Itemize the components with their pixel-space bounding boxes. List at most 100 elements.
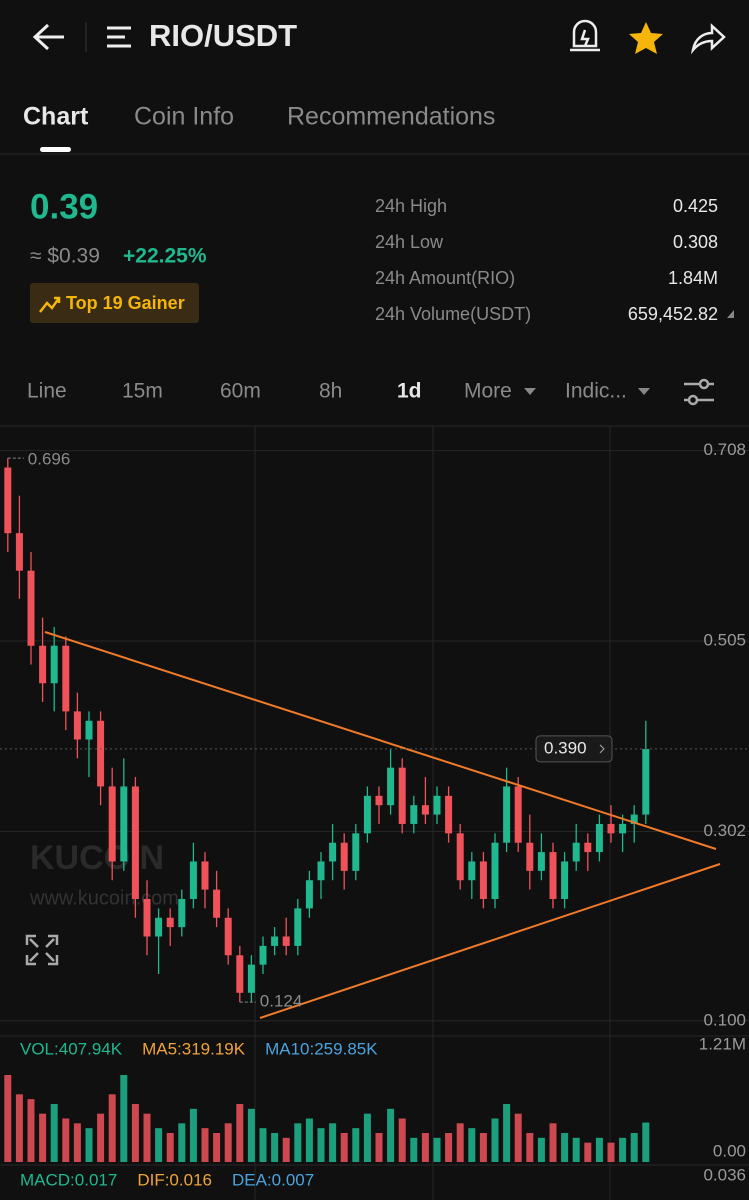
volume-bar xyxy=(201,1128,209,1162)
candle-body xyxy=(247,964,255,993)
volume-bar xyxy=(572,1137,580,1162)
candle-body xyxy=(259,945,267,965)
interval-option[interactable]: 60m xyxy=(220,380,261,403)
candle-body xyxy=(387,767,395,806)
dropdown-arrow xyxy=(524,388,536,395)
candle-body xyxy=(607,823,615,834)
vertical-grid xyxy=(0,426,749,1200)
last-price-pill xyxy=(535,735,613,763)
stat-value: 0.308 xyxy=(673,232,718,252)
candle-body xyxy=(120,786,128,862)
badge-text: Top 19 Gainer xyxy=(66,293,185,313)
volume-bar xyxy=(213,1132,221,1162)
y-tick-label: 0.302 xyxy=(703,821,746,840)
volume-bar xyxy=(549,1123,557,1162)
candle-body xyxy=(352,833,360,871)
volume-bar xyxy=(468,1128,476,1162)
tab[interactable]: Coin Info xyxy=(134,103,234,131)
candle-body xyxy=(526,842,534,871)
volume-bar xyxy=(363,1113,371,1162)
volume-bar xyxy=(561,1132,569,1162)
candle-body xyxy=(108,786,116,862)
candle-body xyxy=(143,898,151,937)
candle-body xyxy=(317,861,325,881)
trend-lines xyxy=(44,631,721,1019)
share-icon[interactable] xyxy=(691,23,726,55)
y-tick-label: 0.505 xyxy=(703,631,746,650)
candle-body xyxy=(62,645,70,712)
volume-bar xyxy=(410,1137,418,1162)
y-tick-label: 0.708 xyxy=(703,440,746,459)
volume-bar xyxy=(619,1137,627,1162)
volume-bar xyxy=(433,1137,441,1162)
pair-title: RIO/USDT xyxy=(149,18,297,53)
price-change: +22.25% xyxy=(123,245,207,268)
volume-bar xyxy=(375,1132,383,1162)
candle-body xyxy=(421,805,429,815)
macd-label: MACD:0.017 xyxy=(20,1170,117,1189)
candle-body xyxy=(73,711,81,740)
candle-body xyxy=(642,748,650,815)
volume-bar xyxy=(189,1108,197,1162)
favorite-star[interactable] xyxy=(629,22,663,54)
badge xyxy=(30,283,199,323)
alert-icon[interactable] xyxy=(570,19,600,52)
interval-option[interactable]: More xyxy=(464,380,512,403)
candle-body xyxy=(479,861,487,899)
volume-bar xyxy=(4,1074,12,1162)
macd-label: DEA:0.007 xyxy=(232,1170,314,1189)
interval-option[interactable]: 1d xyxy=(397,380,422,403)
candle-body xyxy=(340,842,348,871)
candle-body xyxy=(503,786,511,843)
candle-body xyxy=(50,645,58,684)
volume-bar xyxy=(73,1123,81,1162)
volume-bar xyxy=(421,1132,429,1162)
volume-bar xyxy=(595,1137,603,1162)
dropdown-arrow xyxy=(638,388,650,395)
candle-body xyxy=(155,917,163,937)
candle-body xyxy=(282,936,290,946)
stat-label: 24h Amount(RIO) xyxy=(375,268,515,288)
watermark: KUCOIN xyxy=(30,839,164,877)
back-button[interactable] xyxy=(32,23,64,51)
fullscreen-icon[interactable] xyxy=(25,934,59,966)
volume-bar xyxy=(479,1132,487,1162)
volume-bar xyxy=(340,1132,348,1162)
candle-body xyxy=(456,833,464,881)
tab[interactable]: Chart xyxy=(23,103,89,131)
candle-body xyxy=(27,570,35,646)
interval-option[interactable]: 15m xyxy=(122,380,163,403)
volume-bar xyxy=(514,1113,522,1162)
stat-label: 24h Low xyxy=(375,232,444,252)
y-tick-label: 0.100 xyxy=(703,1010,746,1029)
volume-bar xyxy=(120,1074,128,1162)
candle-body xyxy=(410,805,418,824)
volume-bar xyxy=(97,1113,105,1162)
interval-option[interactable]: Indic... xyxy=(565,380,627,403)
candle-body xyxy=(85,720,93,740)
interval-option[interactable]: Line xyxy=(27,380,67,403)
volume-bar xyxy=(85,1128,93,1162)
macd-label: DIF:0.016 xyxy=(137,1170,212,1189)
candle-body xyxy=(236,955,244,993)
candle-body xyxy=(363,795,371,834)
candle-body xyxy=(561,861,569,899)
badge-icon xyxy=(39,296,61,313)
tab[interactable]: Recommendations xyxy=(287,103,495,131)
volume-bar xyxy=(236,1103,244,1162)
volume-bar xyxy=(108,1094,116,1162)
candle-body xyxy=(468,861,476,881)
volume-bar xyxy=(491,1118,499,1162)
volume-bar xyxy=(503,1103,511,1162)
volume-bar xyxy=(317,1128,325,1162)
volume-bar xyxy=(155,1128,163,1162)
interval-option[interactable]: 8h xyxy=(319,380,342,403)
volume-bar xyxy=(224,1123,232,1162)
volume-bar xyxy=(39,1113,47,1162)
settings-icon[interactable] xyxy=(684,378,714,406)
candle-body xyxy=(514,786,522,843)
menu-icon[interactable] xyxy=(107,26,131,48)
stats: 24h High 0.425 24h Low 0.308 24h Amount(RIO)… xyxy=(375,196,734,324)
